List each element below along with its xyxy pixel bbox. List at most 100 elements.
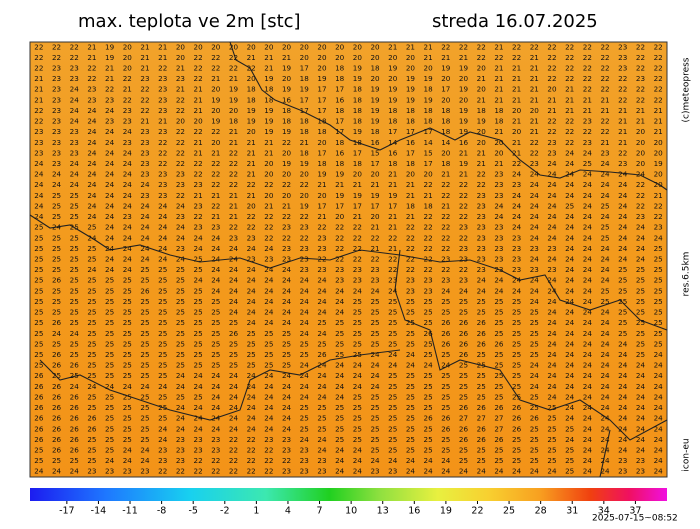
temperature-value: 22 <box>459 180 468 189</box>
temperature-value: 24 <box>441 361 451 370</box>
temperature-value: 21 <box>264 53 273 62</box>
temperature-value: 22 <box>583 127 592 136</box>
temperature-value: 24 <box>282 403 292 412</box>
temperature-value: 24 <box>547 286 557 295</box>
temperature-value: 21 <box>194 148 203 157</box>
temperature-value: 25 <box>34 456 43 465</box>
temperature-value: 22 <box>406 255 415 264</box>
temperature-value: 20 <box>441 95 451 104</box>
temperature-value: 15 <box>370 148 379 157</box>
temperature-value: 24 <box>600 424 610 433</box>
temperature-value: 22 <box>282 180 291 189</box>
temperature-value: 18 <box>477 106 487 115</box>
temperature-value: 23 <box>52 127 61 136</box>
temperature-value: 25 <box>636 329 645 338</box>
temperature-value: 25 <box>87 339 96 348</box>
temperature-value: 26 <box>477 403 487 412</box>
temperature-value: 20 <box>176 42 186 51</box>
temperature-value: 21 <box>317 180 326 189</box>
temperature-value: 26 <box>34 382 44 391</box>
temperature-value: 25 <box>105 339 114 348</box>
temperature-value: 22 <box>158 467 167 476</box>
temperature-value: 22 <box>34 64 43 73</box>
temperature-value: 21 <box>547 95 556 104</box>
temperature-value: 25 <box>618 276 627 285</box>
temperature-value: 26 <box>52 276 62 285</box>
temperature-value: 25 <box>52 201 61 210</box>
temperature-value: 22 <box>353 255 362 264</box>
temperature-value: 23 <box>140 148 149 157</box>
temperature-value: 26 <box>459 329 469 338</box>
temperature-value: 22 <box>424 244 433 253</box>
temperature-value: 24 <box>264 308 274 317</box>
temperature-value: 22 <box>530 148 539 157</box>
colorbar-tick-label: 10 <box>345 506 357 517</box>
temperature-value: 22 <box>264 445 273 454</box>
temperature-value: 24 <box>300 297 310 306</box>
temperature-value: 24 <box>600 456 610 465</box>
temperature-value: 23 <box>264 255 273 264</box>
temperature-value: 26 <box>494 339 504 348</box>
temperature-value: 22 <box>335 233 344 242</box>
temperature-value: 21 <box>477 74 486 83</box>
temperature-value: 26 <box>494 435 504 444</box>
temperature-value: 22 <box>441 191 450 200</box>
temperature-value: 25 <box>654 308 663 317</box>
temperature-value: 17 <box>441 85 450 94</box>
temperature-value: 23 <box>494 191 503 200</box>
temperature-value: 24 <box>583 371 593 380</box>
temperature-value: 17 <box>388 127 397 136</box>
temperature-value: 24 <box>583 244 593 253</box>
temperature-value: 18 <box>494 106 504 115</box>
temperature-value: 19 <box>335 191 345 200</box>
temperature-value: 25 <box>654 297 663 306</box>
temperature-value: 22 <box>494 53 503 62</box>
temperature-value: 25 <box>70 371 79 380</box>
temperature-value: 25 <box>123 414 132 423</box>
temperature-value: 25 <box>512 445 521 454</box>
temperature-value: 24 <box>618 212 628 221</box>
temperature-value: 22 <box>441 180 450 189</box>
temperature-value: 24 <box>229 265 239 274</box>
temperature-value: 24 <box>353 371 363 380</box>
temperature-value: 22 <box>211 170 220 179</box>
temperature-value: 18 <box>441 159 451 168</box>
temperature-value: 20 <box>654 180 664 189</box>
temperature-value: 21 <box>158 53 167 62</box>
temperature-value: 24 <box>636 424 646 433</box>
temperature-value: 20 <box>123 64 133 73</box>
temperature-value: 23 <box>494 265 503 274</box>
temperature-value: 26 <box>477 318 487 327</box>
temperature-value: 25 <box>140 371 149 380</box>
temperature-value: 21 <box>477 159 486 168</box>
temperature-value: 24 <box>105 456 115 465</box>
temperature-value: 22 <box>618 95 627 104</box>
temperature-value: 22 <box>583 64 592 73</box>
temperature-value: 22 <box>70 53 79 62</box>
temperature-value: 18 <box>353 95 363 104</box>
temperature-value: 25 <box>317 403 326 412</box>
temperature-value: 19 <box>353 74 363 83</box>
temperature-value: 25 <box>406 414 415 423</box>
temperature-value: 24 <box>264 414 274 423</box>
temperature-value: 21 <box>512 64 521 73</box>
temperature-value: 21 <box>140 42 149 51</box>
temperature-value: 22 <box>565 138 574 147</box>
temperature-value: 17 <box>300 95 309 104</box>
temperature-value: 25 <box>441 371 450 380</box>
temperature-value: 24 <box>547 329 557 338</box>
temperature-value: 21 <box>140 117 149 126</box>
temperature-value: 22 <box>158 159 167 168</box>
temperature-value: 22 <box>229 456 238 465</box>
temperature-value: 20 <box>335 212 345 221</box>
temperature-value: 25 <box>477 445 486 454</box>
temperature-value: 24 <box>654 435 664 444</box>
temperature-value: 24 <box>530 212 540 221</box>
temperature-value: 25 <box>176 308 185 317</box>
temperature-value: 18 <box>388 117 398 126</box>
temperature-value: 24 <box>583 382 593 391</box>
temperature-value: 22 <box>264 180 273 189</box>
temperature-value: 25 <box>70 191 79 200</box>
temperature-value: 25 <box>123 424 132 433</box>
temperature-value: 20 <box>424 170 434 179</box>
